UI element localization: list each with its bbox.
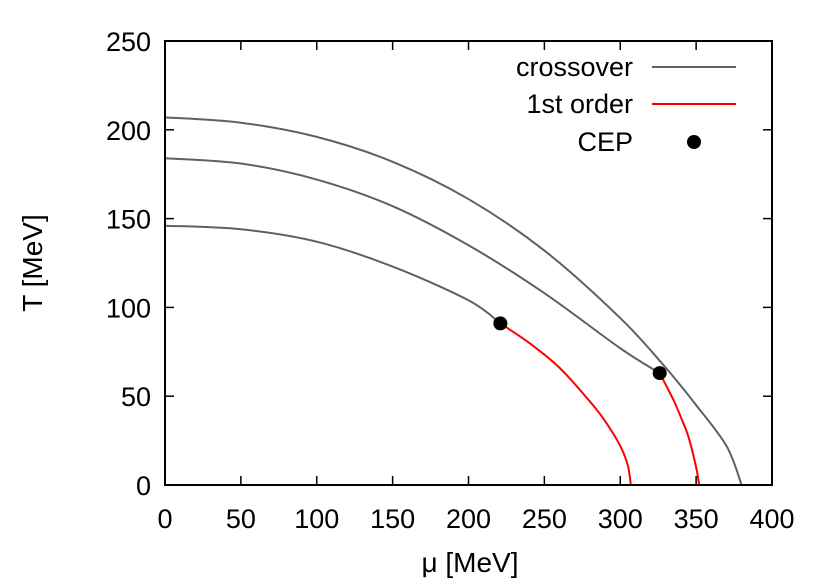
x-tick-label: 200 — [446, 504, 491, 534]
legend-label-3: CEP — [577, 127, 633, 157]
cep-point-2 — [652, 366, 667, 381]
x-tick-label: 150 — [370, 504, 415, 534]
x-tick-label: 0 — [157, 504, 172, 534]
x-tick-label: 400 — [749, 504, 794, 534]
legend-swatch-3 — [687, 135, 701, 149]
crossover-line-1 — [164, 116, 743, 486]
axis-ticks: 0 50 100 150 200 250 300 350 400 0 50 100 150 200 250 — [106, 27, 795, 534]
y-tick-label: 0 — [136, 471, 151, 501]
y-tick-label: 200 — [106, 116, 151, 146]
y-tick-label: 50 — [121, 382, 151, 412]
first-order-line-2 — [658, 372, 701, 486]
x-axis-label: μ [MeV] — [421, 547, 518, 578]
x-tick-label: 350 — [674, 504, 719, 534]
cep-point-3 — [493, 316, 508, 331]
legend: crossover 1st order CEP — [516, 52, 736, 157]
first-order-line-3 — [499, 322, 632, 486]
x-tick-label: 50 — [226, 504, 256, 534]
legend-label-1: crossover — [516, 52, 633, 82]
y-tick-label: 100 — [106, 293, 151, 323]
x-tick-label: 100 — [294, 504, 339, 534]
crossover-line-3 — [164, 224, 501, 325]
y-tick-label: 250 — [106, 27, 151, 57]
x-tick-label: 250 — [522, 504, 567, 534]
x-tick-label: 300 — [598, 504, 643, 534]
y-axis-label: T [MeV] — [17, 214, 48, 312]
plot-content — [164, 116, 743, 486]
y-tick-label: 150 — [106, 205, 151, 235]
legend-label-2: 1st order — [526, 89, 633, 119]
crossover-line-2 — [164, 157, 661, 374]
